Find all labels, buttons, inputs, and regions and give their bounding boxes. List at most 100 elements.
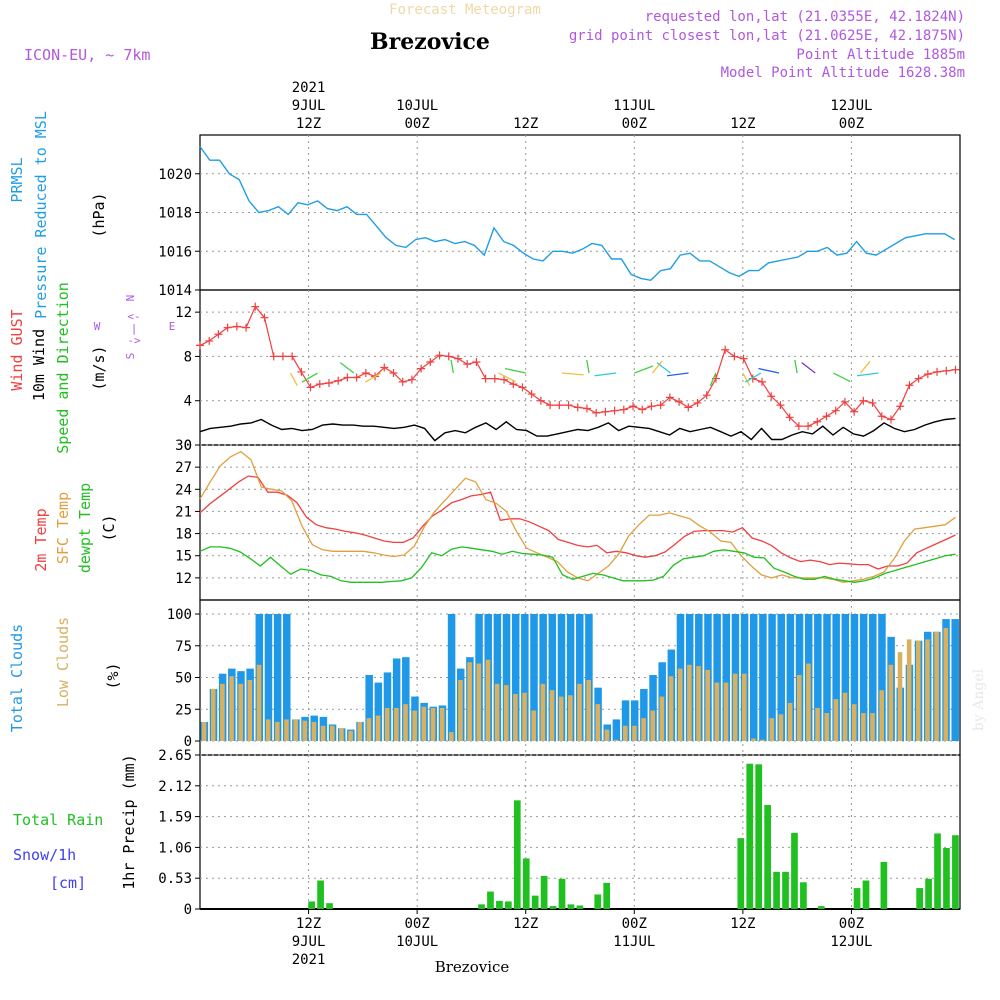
gust-marker — [656, 401, 665, 410]
panel-precipitation: 0 0.53 1.06 1.59 2.12 2.65 Total Rain Snow/1h [c… — [13, 748, 961, 918]
gust-marker — [536, 396, 545, 405]
total-cloud-bar — [841, 614, 850, 741]
gust-marker — [896, 402, 905, 411]
gust-marker — [840, 397, 849, 406]
gust-marker — [500, 375, 509, 384]
low-cloud-bar — [247, 680, 253, 741]
low-cloud-bar — [632, 725, 637, 741]
y-tick-label: 100 — [167, 607, 192, 623]
gust-marker — [850, 407, 859, 416]
ylabel-pressure-msl: Pressure Reduced to MSL — [32, 111, 50, 319]
total-cloud-bar — [493, 614, 502, 741]
low-cloud-bar — [934, 631, 939, 741]
ylabel-total-rain: Total Rain — [13, 811, 103, 829]
total-cloud-bar — [585, 614, 593, 741]
low-cloud-bar — [384, 707, 390, 741]
ylabel-sfc-temp: SFC Temp — [54, 492, 72, 564]
low-cloud-bar — [650, 710, 656, 741]
low-cloud-bar — [485, 659, 491, 741]
gust-marker — [518, 383, 527, 392]
low-cloud-bar — [439, 707, 445, 741]
total-cloud-bar — [530, 614, 538, 741]
gust-marker — [334, 376, 343, 385]
wind-direction-arrow — [744, 372, 762, 383]
rain-bar — [549, 906, 557, 909]
total-cloud-bar — [273, 614, 282, 741]
low-cloud-bar — [357, 721, 363, 741]
compass-n: N — [124, 295, 137, 302]
panel-wind: 0 4 8 12 Wind GUST 10m Wind Speed and Directio… — [8, 282, 961, 454]
rain-bar — [308, 901, 315, 909]
gust-marker — [472, 357, 481, 366]
rain-bar — [800, 882, 807, 909]
model-altitude: Model Point Altitude 1628.38m — [721, 65, 965, 81]
pressure-line — [199, 146, 955, 282]
y-tick-label: 8 — [184, 349, 192, 365]
time-label-top: 12JUL — [830, 98, 872, 114]
ylabel-1hr-precip: 1hr Precip (mm) — [120, 754, 138, 889]
gust-marker — [638, 405, 647, 414]
gust-marker — [444, 352, 453, 361]
total-cloud-bar — [383, 672, 392, 741]
low-cloud-bar — [906, 639, 912, 741]
total-cloud-bar — [392, 658, 401, 741]
gust-marker — [389, 369, 398, 378]
time-label-bottom: 12Z — [296, 916, 321, 932]
rain-bar — [603, 882, 611, 909]
low-cloud-bar — [430, 707, 436, 741]
rain-bar — [782, 871, 789, 909]
low-cloud-bar — [879, 690, 884, 741]
gust-marker — [278, 352, 287, 361]
ylabel-low-clouds: Low Clouds — [54, 617, 72, 707]
gust-marker — [942, 366, 951, 375]
gust-marker — [343, 373, 352, 382]
compass-bar: | — [131, 322, 138, 335]
wind-direction-arrow — [651, 360, 663, 374]
gust-marker — [324, 379, 333, 387]
time-label-bottom: 00Z — [622, 916, 647, 932]
ylabel-c: (C) — [100, 514, 118, 541]
y-tick-label: 50 — [175, 671, 192, 687]
low-cloud-bar — [476, 663, 482, 741]
y-tick-label: 1016 — [158, 244, 192, 260]
gust-marker — [831, 406, 840, 415]
y-tick-label: 25 — [175, 702, 192, 718]
wind-direction-arrow — [339, 362, 355, 374]
y-tick-label: 0 — [184, 438, 192, 454]
model-label: ICON-EU, ~ 7km — [24, 46, 150, 64]
low-cloud-bar — [375, 715, 381, 741]
y-tick-label: 12 — [175, 571, 192, 587]
gust-marker — [426, 357, 435, 366]
compass-left: <- — [127, 310, 140, 323]
low-cloud-bar — [421, 706, 427, 741]
total-cloud-bar — [713, 614, 721, 741]
gust-marker — [592, 408, 601, 417]
gust-marker — [315, 380, 324, 389]
low-cloud-bar — [293, 719, 298, 741]
gust-marker — [555, 401, 564, 410]
dewpt-line — [199, 546, 956, 583]
time-label-bottom: 12Z — [730, 916, 755, 932]
time-label-top: 00Z — [839, 116, 864, 132]
y-tick-label: 18 — [175, 527, 192, 543]
rain-bar — [496, 900, 503, 909]
gust-marker — [739, 354, 748, 363]
wind-direction-arrow — [742, 372, 751, 386]
low-cloud-bar — [815, 707, 820, 741]
time-label-bottom: 00Z — [839, 916, 864, 932]
time-label-bottom: 12Z — [513, 916, 538, 932]
low-cloud-bar — [210, 688, 216, 741]
low-cloud-bar — [394, 707, 399, 741]
total-cloud-bar — [649, 674, 657, 741]
total-cloud-bar — [264, 614, 273, 741]
ylabel-total-clouds: Total Clouds — [8, 624, 26, 732]
gust-marker — [564, 401, 573, 410]
low-cloud-bar — [311, 721, 317, 741]
gust-marker — [582, 404, 591, 413]
low-cloud-bar — [742, 673, 747, 741]
wind-direction-arrow — [561, 372, 584, 376]
y-tick-label: 1.06 — [158, 840, 192, 856]
rain-bar — [487, 891, 494, 909]
wind-direction-arrow — [656, 362, 671, 374]
